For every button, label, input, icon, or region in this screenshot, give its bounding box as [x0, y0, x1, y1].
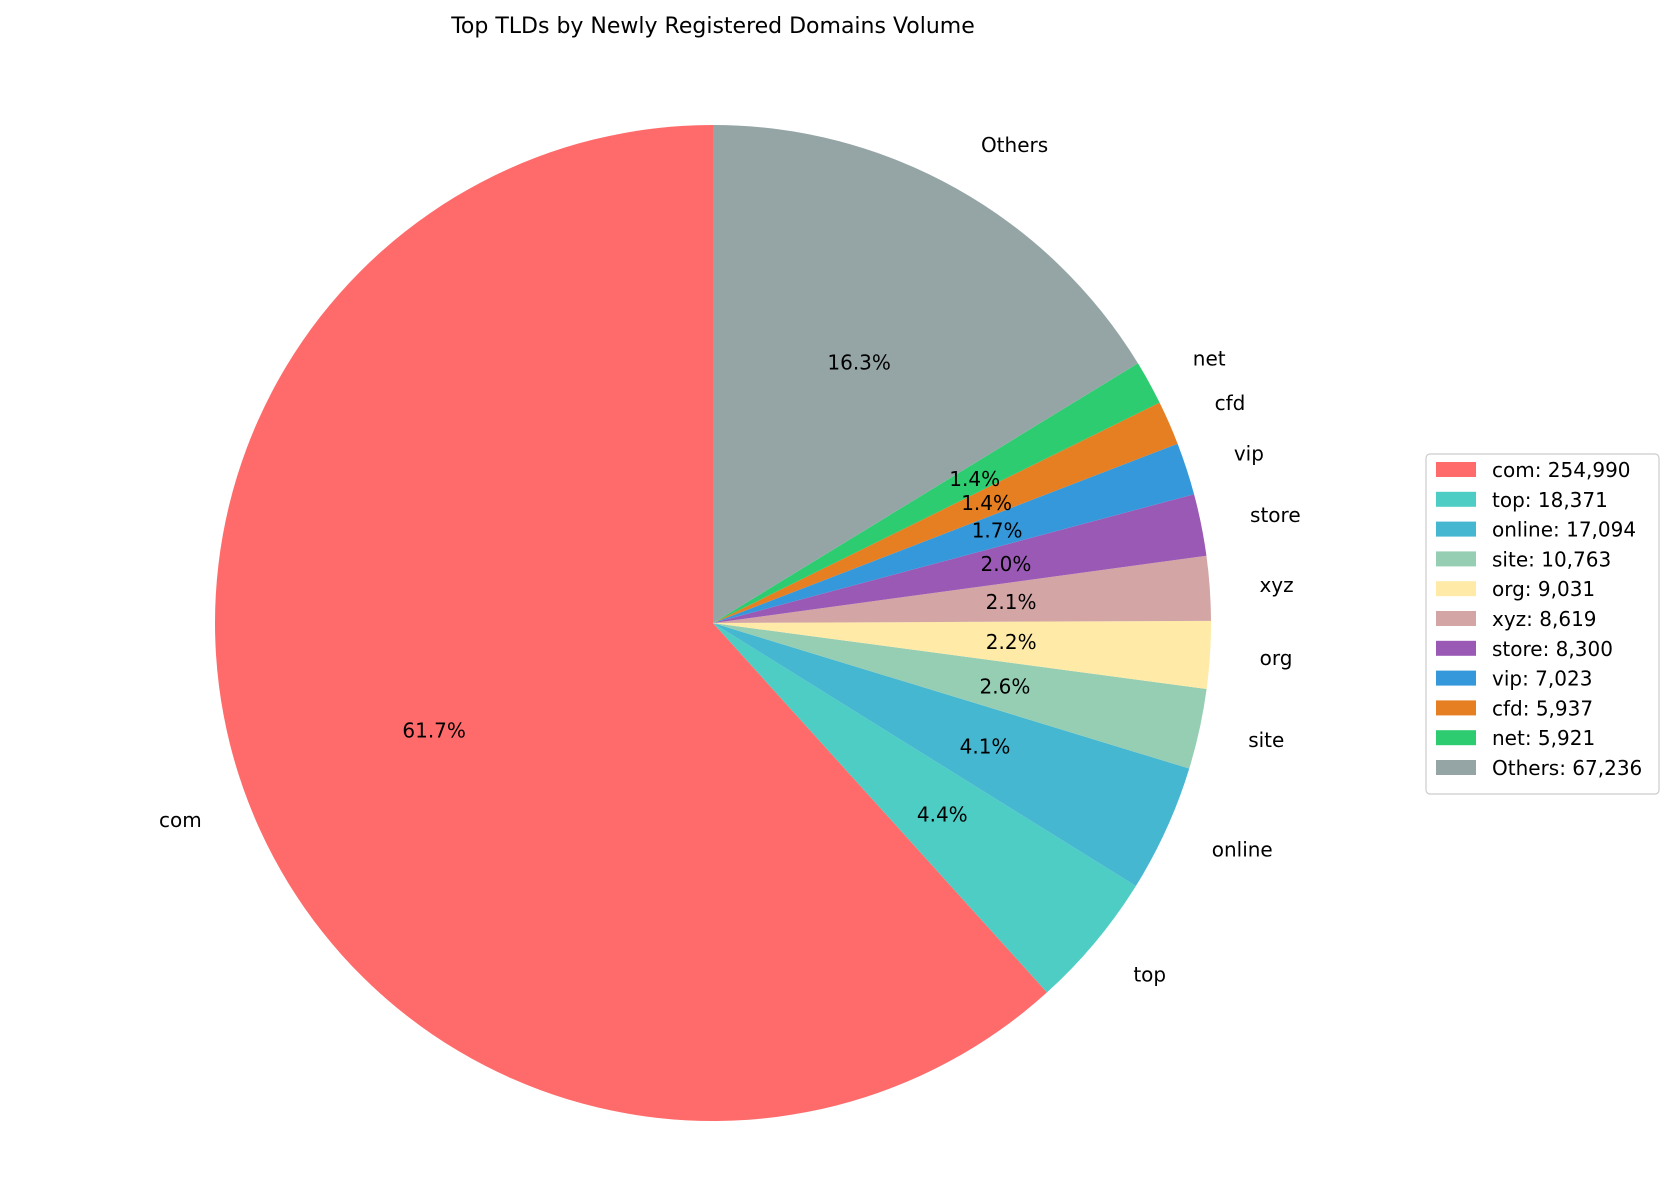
percent-label-vip: 1.7%: [972, 518, 1023, 542]
legend-label-site: site: 10,763: [1492, 547, 1611, 571]
percent-label-top: 4.4%: [917, 803, 968, 827]
percent-label-cfd: 1.4%: [961, 491, 1012, 515]
legend-swatch-xyz: [1436, 611, 1476, 626]
percent-label-net: 1.4%: [949, 467, 1000, 491]
chart-title: Top TLDs by Newly Registered Domains Vol…: [450, 14, 975, 39]
percent-label-store: 2.0%: [981, 552, 1032, 576]
pie-slice-com: [214, 125, 1047, 1122]
pie-slices: [214, 125, 1211, 1122]
legend-swatch-others: [1436, 760, 1476, 775]
legend-label-cfd: cfd: 5,937: [1492, 696, 1593, 720]
slice-label-net: net: [1193, 347, 1226, 371]
pie-slice-top: [713, 623, 1136, 993]
slice-labels: com top online site org xyz store vip cfd net Othe…: [159, 133, 1301, 986]
pie-slice-net: [713, 363, 1160, 623]
percent-label-org: 2.2%: [986, 630, 1037, 654]
percent-label-online: 4.1%: [960, 735, 1011, 759]
legend-label-net: net: 5,921: [1492, 726, 1595, 750]
legend-swatch-online: [1436, 521, 1476, 537]
legend-label-org: org: 9,031: [1492, 577, 1595, 601]
percent-label-others: 16.3%: [827, 350, 891, 374]
pie-slice-site: [713, 623, 1207, 769]
slice-label-online: online: [1212, 838, 1273, 862]
legend-swatch-net: [1436, 730, 1476, 746]
percent-label-site: 2.6%: [980, 675, 1031, 699]
pie-slice-store: [713, 494, 1207, 623]
pie-slice-org: [713, 620, 1211, 690]
legend-label-store: store: 8,300: [1492, 637, 1613, 661]
legend-frame: [1425, 453, 1660, 795]
slice-label-store: store: [1250, 503, 1301, 527]
legend-label-xyz: xyz: 8,619: [1492, 607, 1597, 631]
legend-swatch-org: [1436, 581, 1476, 597]
legend-label-online: online: 17,094: [1492, 518, 1636, 542]
legend-label-com: com: 254,990: [1492, 458, 1631, 482]
legend-swatch-com: [1436, 462, 1476, 477]
slice-label-cfd: cfd: [1215, 391, 1246, 415]
slice-label-com: com: [159, 808, 202, 832]
slice-label-others: Others: [981, 133, 1048, 157]
pie-slice-online: [713, 623, 1190, 887]
pie-slice-cfd: [713, 402, 1178, 623]
legend-swatch-store: [1436, 640, 1476, 656]
legend-swatch-top: [1436, 491, 1476, 507]
pie-slice-xyz: [713, 555, 1211, 623]
legend-swatch-cfd: [1436, 700, 1476, 716]
legend-swatch-vip: [1436, 670, 1476, 686]
legend-label-others: Others: 67,236: [1492, 756, 1642, 780]
pie-slice-vip: [713, 443, 1195, 623]
percent-labels: 61.7% 4.4% 4.1% 2.6% 2.2% 2.1% 2.0% 1.7% 1.4%1.4…: [402, 350, 1036, 826]
legend: com: 254,990 top: 18,371 online: 17,094 sit…: [1425, 453, 1660, 795]
slice-label-vip: vip: [1234, 441, 1264, 465]
legend-label-top: top: 18,371: [1492, 488, 1608, 512]
legend-label-vip: vip: 7,023: [1492, 667, 1592, 691]
percent-label-xyz: 2.1%: [986, 590, 1037, 614]
slice-label-top: top: [1133, 962, 1166, 986]
pie-slice-others: [713, 125, 1138, 623]
slice-label-site: site: [1248, 728, 1284, 752]
slice-label-org: org: [1260, 646, 1293, 670]
percent-label-com: 61.7%: [402, 718, 466, 742]
slice-label-xyz: xyz: [1259, 573, 1293, 597]
legend-swatch-site: [1436, 551, 1476, 567]
